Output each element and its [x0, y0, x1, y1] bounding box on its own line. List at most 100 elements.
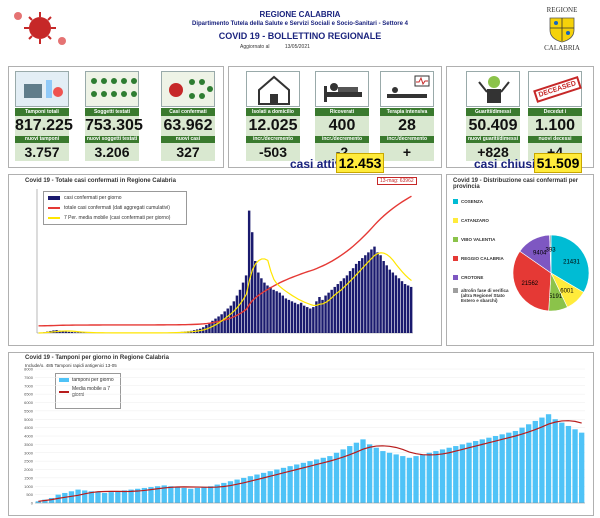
legend-swatch	[59, 391, 69, 393]
card-sub-label: incr./decremento	[315, 136, 369, 143]
chart2-subtitle: Include/o. 485 Tamponi rapidi antigenici…	[25, 363, 117, 368]
tests-bar	[128, 489, 134, 503]
kpi-card: Ricoverati 400 incr./decremento -2	[315, 71, 369, 161]
header-department: Dipartimento Tutela della Salute e Servi…	[192, 21, 408, 27]
legend-swatch	[453, 199, 458, 204]
tests-bar	[300, 462, 307, 503]
tests-bar	[207, 486, 214, 503]
kpi-card: Tamponi totali 817.225 nuovi tamponi 3.7…	[15, 71, 73, 161]
tests-bar	[506, 432, 512, 503]
tests-bar	[512, 430, 519, 503]
pie-slice	[549, 234, 552, 274]
pie-value-label: 21431	[563, 259, 580, 265]
infected-people-icon	[161, 71, 215, 107]
tests-bar	[347, 446, 353, 503]
pie-legend-item: COSENZA	[453, 199, 513, 204]
card-value: 12.025	[246, 116, 300, 136]
tests-bar	[466, 442, 472, 503]
tests-bar	[181, 487, 187, 503]
card-label: Guariti/dimessi	[466, 108, 520, 116]
daily-cases-bar	[293, 302, 297, 333]
tests-bar	[433, 451, 439, 503]
logo-top-text: REGIONE	[546, 6, 578, 14]
card-label: Soggetti testati	[85, 108, 139, 116]
y-tick-label: 500	[26, 492, 33, 497]
pie-value-label: 393	[546, 247, 557, 253]
tests-bar	[95, 492, 101, 503]
laboratory-icon	[15, 71, 69, 107]
kpi-card: Isolati a domicilio 12.025 incr./decreme…	[246, 71, 300, 161]
tests-bar	[327, 456, 333, 503]
card-sub-label: nuovi casi	[161, 136, 215, 143]
card-label: Isolati a domicilio	[246, 108, 300, 116]
daily-cases-bar	[336, 284, 340, 333]
daily-cases-bar	[376, 252, 379, 333]
tests-bar	[453, 446, 459, 503]
chart1-title: Covid 19 - Totale casi confermati in Reg…	[25, 178, 176, 184]
daily-cases-bar	[370, 249, 373, 333]
tests-bar	[320, 457, 326, 503]
tests-bar	[526, 424, 532, 503]
daily-cases-bar	[318, 297, 321, 333]
tests-bar	[413, 456, 419, 503]
daily-cases-bar	[61, 331, 64, 333]
kpi-card: Guariti/dimessi 50.409 nuovi guariti/dim…	[466, 71, 520, 161]
daily-cases-bar	[275, 291, 278, 333]
daily-cases-bar	[67, 331, 71, 333]
tests-bar	[353, 442, 360, 503]
tests-bar	[42, 499, 48, 503]
daily-cases-bar	[330, 289, 333, 333]
daily-cases-bar	[247, 210, 251, 333]
tests-bar	[201, 487, 207, 503]
y-tick-label: 1000	[24, 484, 34, 489]
legend-swatch	[453, 288, 458, 293]
daily-cases-bar	[260, 278, 263, 333]
card-label: Decedut i	[528, 108, 582, 116]
card-label: Tamponi totali	[15, 108, 69, 116]
card-value: 400	[315, 116, 369, 136]
y-tick-label: 3500	[24, 442, 34, 447]
daily-cases-bar	[403, 284, 407, 333]
tests-bar	[532, 420, 538, 503]
tests-bar	[280, 467, 287, 503]
chart2-legend: tamponi per giorno Media mobile a 7 gior…	[55, 373, 121, 409]
tests-bar	[287, 466, 293, 503]
daily-cases-bar	[263, 282, 266, 333]
daily-cases-bar	[229, 305, 233, 333]
tests-bar	[214, 484, 220, 503]
daily-cases-bar	[226, 308, 229, 333]
updated-date: 13/05/2021	[284, 44, 310, 50]
daily-cases-bar	[394, 275, 398, 333]
card-sub-value: -503	[246, 143, 300, 161]
tests-bar	[274, 469, 280, 503]
daily-cases-bar	[397, 278, 401, 333]
kpi-card: DECEASED Decedut i 1.100 nuovi decessi +…	[528, 71, 582, 161]
card-sub-label: nuovi decessi	[528, 136, 582, 143]
tests-bar	[360, 439, 366, 503]
daily-cases-bar	[388, 269, 391, 333]
daily-cases-bar	[220, 314, 223, 333]
tests-bar	[247, 476, 254, 503]
card-label: Ricoverati	[315, 108, 369, 116]
tests-bar	[386, 452, 393, 503]
y-tick-label: 4000	[24, 434, 34, 439]
daily-cases-bar	[284, 298, 288, 333]
pie-value-label: 5191	[549, 294, 563, 300]
daily-cases-bar	[257, 272, 260, 333]
tests-bar	[88, 491, 94, 503]
chart1-annotation: 13-mag: 63962	[377, 177, 417, 185]
pie-value-label: 6001	[560, 288, 574, 294]
active-cases-label: casi attivi	[290, 157, 345, 171]
tests-moving-average-line	[38, 420, 582, 502]
daily-cases-bar	[406, 285, 410, 333]
tests-bar	[307, 461, 313, 503]
intensive-care-icon	[380, 71, 434, 107]
daily-cases-bar	[299, 302, 303, 333]
header-virus-graphic	[10, 6, 70, 51]
tests-bar	[366, 444, 373, 503]
tests-bar	[294, 464, 300, 503]
daily-cases-bar	[73, 332, 77, 333]
tests-bar	[373, 447, 379, 503]
tests-bar	[565, 425, 572, 503]
daily-cases-bar	[312, 307, 315, 333]
